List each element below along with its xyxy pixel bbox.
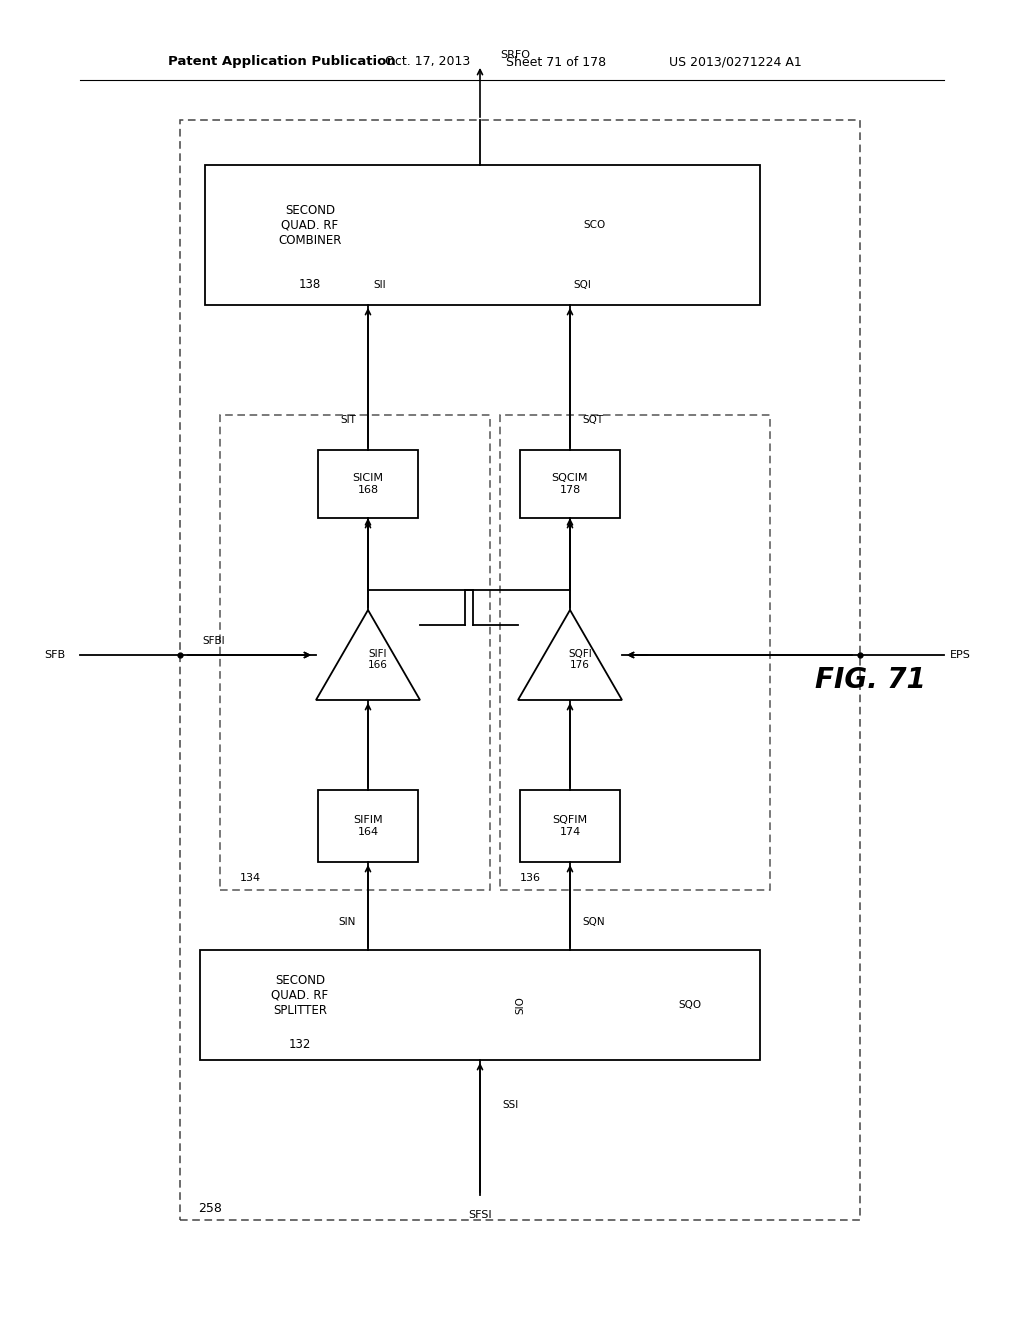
Text: SQT: SQT	[582, 414, 603, 425]
Text: SQFI
176: SQFI 176	[568, 648, 592, 671]
Text: SICIM
168: SICIM 168	[352, 473, 384, 495]
Bar	[180, 120, 860, 1220]
Bar	[520, 450, 620, 517]
Text: SFSI: SFSI	[468, 1210, 492, 1220]
Text: SQO: SQO	[679, 1001, 701, 1010]
Text: EPS: EPS	[949, 649, 971, 660]
Text: Sheet 71 of 178: Sheet 71 of 178	[506, 55, 606, 69]
Text: 136: 136	[520, 873, 541, 883]
Text: US 2013/0271224 A1: US 2013/0271224 A1	[669, 55, 802, 69]
Text: SFBI: SFBI	[202, 636, 224, 645]
Bar	[318, 450, 418, 517]
Text: Patent Application Publication: Patent Application Publication	[168, 55, 395, 69]
Text: SIFIM
164: SIFIM 164	[353, 816, 383, 837]
Bar	[200, 950, 760, 1060]
Text: SECOND
QUAD. RF
COMBINER: SECOND QUAD. RF COMBINER	[279, 203, 342, 247]
Text: SQI: SQI	[573, 280, 591, 290]
Bar	[318, 789, 418, 862]
Text: 134: 134	[240, 873, 261, 883]
Text: Oct. 17, 2013: Oct. 17, 2013	[385, 55, 470, 69]
Bar	[205, 165, 760, 305]
Text: SQFIM
174: SQFIM 174	[552, 816, 588, 837]
Text: SII: SII	[374, 280, 386, 290]
Text: SFB: SFB	[44, 649, 66, 660]
Text: SRFO: SRFO	[500, 50, 530, 59]
Bar	[520, 789, 620, 862]
Text: SCO: SCO	[584, 220, 606, 230]
Bar	[500, 414, 770, 890]
Text: SIFI
166: SIFI 166	[368, 648, 388, 671]
Text: SSI: SSI	[502, 1100, 518, 1110]
Bar	[220, 414, 490, 890]
Text: SECOND
QUAD. RF
SPLITTER: SECOND QUAD. RF SPLITTER	[271, 974, 329, 1016]
Text: SQN: SQN	[582, 917, 604, 927]
Text: SIT: SIT	[340, 414, 356, 425]
Polygon shape	[316, 610, 420, 700]
Text: SQCIM
178: SQCIM 178	[552, 473, 588, 495]
Text: SIN: SIN	[339, 917, 356, 927]
Polygon shape	[518, 610, 622, 700]
Text: 258: 258	[198, 1201, 222, 1214]
Text: 138: 138	[299, 279, 322, 292]
Text: 132: 132	[289, 1039, 311, 1052]
Text: FIG. 71: FIG. 71	[815, 667, 926, 694]
Text: SIO: SIO	[515, 997, 525, 1014]
